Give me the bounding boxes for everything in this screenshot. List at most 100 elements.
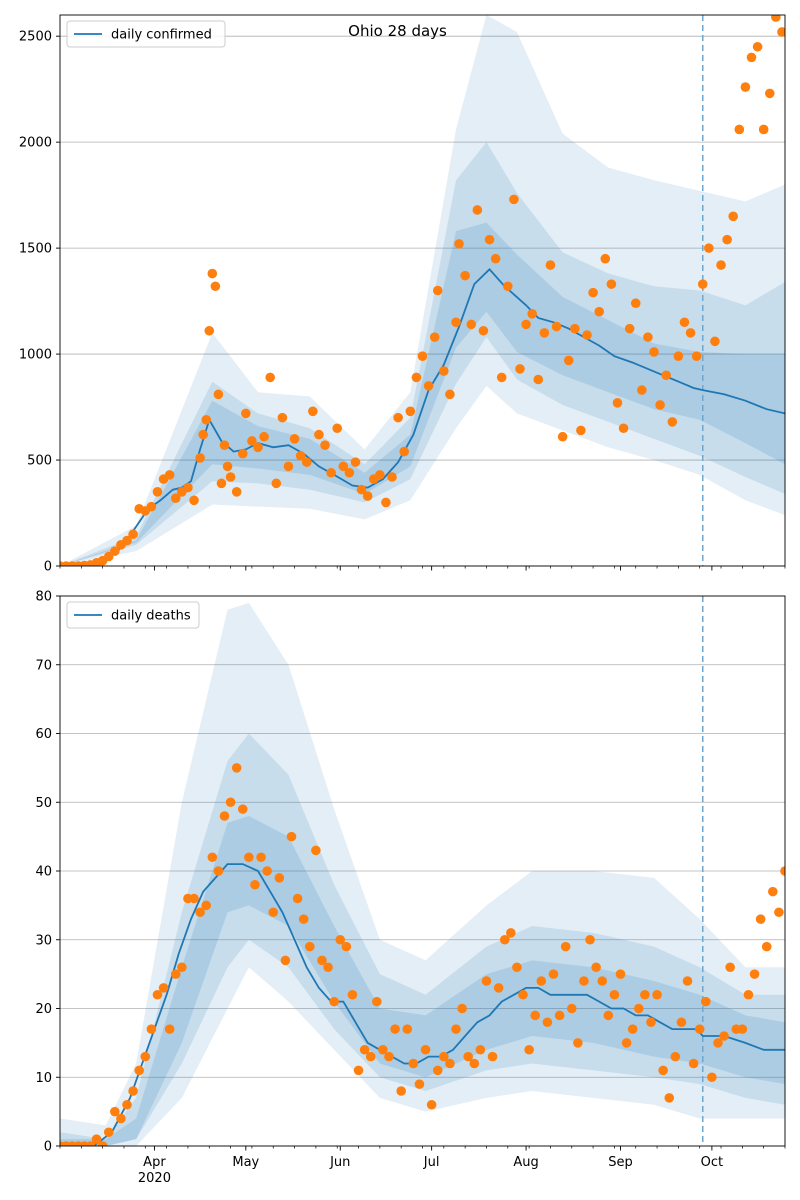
data-point	[332, 423, 343, 434]
data-point	[780, 866, 785, 876]
plot-area	[60, 15, 785, 566]
data-point	[609, 989, 620, 1000]
legend-label: daily confirmed	[111, 28, 212, 43]
data-point	[499, 934, 510, 945]
data-point	[509, 194, 519, 205]
data-point	[612, 398, 623, 408]
data-point	[722, 234, 732, 245]
data-point	[256, 852, 266, 863]
data-point	[749, 969, 760, 979]
data-point	[463, 1051, 473, 1062]
data-point	[201, 900, 212, 911]
data-point	[484, 234, 495, 245]
data-point	[326, 467, 336, 478]
data-point	[585, 934, 595, 945]
data-point	[771, 15, 781, 22]
data-point	[110, 1106, 120, 1117]
data-point	[685, 328, 696, 338]
data-point	[408, 1058, 419, 1069]
data-point	[198, 429, 208, 440]
y-tick-label: 1500	[19, 242, 52, 257]
data-point	[774, 907, 784, 918]
y-tick-label: 0	[44, 1140, 52, 1155]
data-point	[758, 124, 769, 135]
data-point	[259, 431, 269, 442]
data-point	[588, 287, 598, 298]
data-point	[551, 321, 562, 332]
data-point	[707, 1072, 717, 1083]
x-tick-label: May	[232, 1155, 259, 1170]
data-point	[728, 211, 739, 222]
data-point	[743, 989, 754, 1000]
data-point	[582, 330, 592, 340]
data-point	[746, 52, 757, 63]
data-point	[716, 260, 726, 270]
data-point	[222, 461, 233, 472]
uncertainty-band-outer	[60, 15, 785, 566]
data-point	[768, 886, 778, 897]
data-point	[207, 852, 218, 863]
data-point	[451, 1024, 461, 1034]
data-point	[250, 879, 260, 890]
data-point	[752, 41, 763, 52]
data-point	[637, 385, 647, 395]
data-point	[387, 472, 397, 482]
data-point	[469, 1058, 480, 1069]
data-point	[576, 425, 586, 436]
y-tick-label: 70	[35, 658, 52, 673]
data-point	[432, 1065, 443, 1076]
data-point	[225, 472, 236, 482]
data-point	[597, 976, 608, 986]
data-point	[405, 406, 416, 417]
scatter-series	[60, 763, 785, 1146]
data-point	[475, 1044, 486, 1055]
data-point	[335, 934, 346, 945]
data-point	[658, 1065, 668, 1076]
data-point	[295, 451, 306, 461]
data-point	[225, 797, 236, 808]
data-point	[122, 1099, 132, 1110]
data-point	[445, 389, 455, 400]
data-point	[649, 347, 659, 357]
data-point	[737, 1024, 748, 1034]
data-point	[134, 1065, 145, 1076]
legend: daily confirmed	[66, 20, 226, 48]
data-point	[152, 989, 163, 1000]
data-point	[457, 1003, 467, 1014]
data-point	[652, 989, 662, 1000]
data-point	[451, 317, 461, 328]
data-point	[655, 400, 665, 410]
data-point	[518, 989, 528, 1000]
data-point	[274, 873, 285, 883]
data-point	[146, 1024, 157, 1034]
data-point	[439, 1051, 449, 1062]
data-point	[189, 893, 199, 904]
data-point	[460, 270, 470, 281]
data-point	[429, 332, 440, 342]
data-point	[152, 487, 163, 497]
chart-title: Ohio 28 days	[348, 22, 447, 40]
x-tick-label: Jul	[423, 1155, 440, 1170]
data-point	[618, 423, 629, 434]
data-point	[164, 470, 175, 480]
data-point	[128, 529, 138, 540]
data-point	[676, 1017, 687, 1028]
data-point	[301, 457, 312, 467]
data-point	[524, 1044, 534, 1055]
data-point	[158, 983, 169, 993]
data-point	[116, 1113, 126, 1124]
plot-area	[60, 596, 785, 1146]
data-point	[591, 962, 601, 973]
data-point	[414, 1079, 425, 1089]
data-point	[506, 928, 516, 938]
data-point	[697, 279, 708, 289]
data-point	[277, 412, 288, 423]
data-point	[560, 941, 571, 952]
data-point	[478, 325, 489, 336]
data-point	[563, 355, 574, 366]
data-point	[432, 285, 443, 296]
data-point	[700, 996, 711, 1007]
x-tick-label: Oct	[701, 1155, 723, 1170]
data-point	[420, 1044, 431, 1055]
